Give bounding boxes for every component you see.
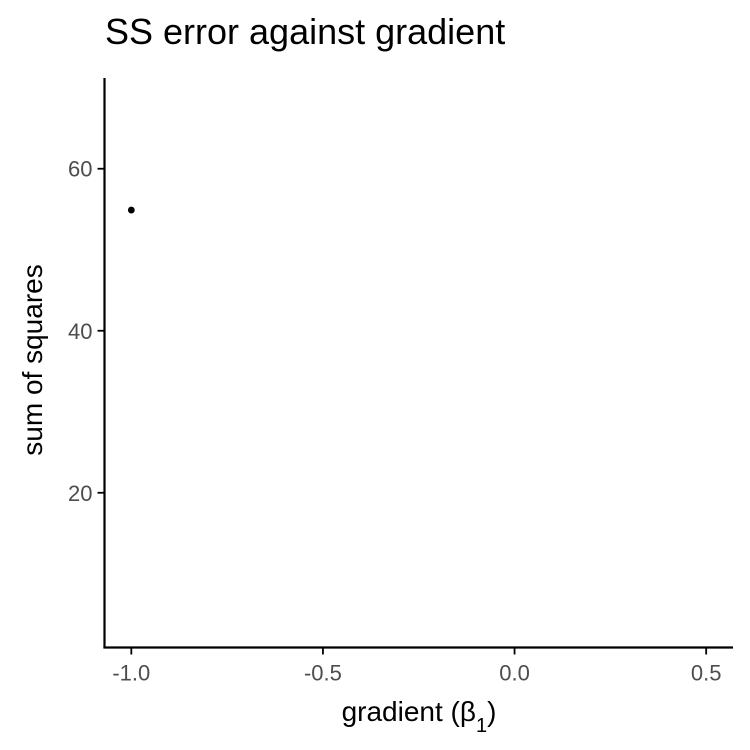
y-tick-label: 60 bbox=[68, 157, 92, 182]
x-tick-label: 0.0 bbox=[499, 661, 530, 686]
y-tick-label: 20 bbox=[68, 481, 92, 506]
data-point bbox=[127, 206, 135, 214]
y-tick-label: 40 bbox=[68, 319, 92, 344]
y-axis-title: sum of squares bbox=[17, 264, 48, 455]
chart-title: SS error against gradient bbox=[105, 11, 505, 52]
x-tick-label: -1.0 bbox=[112, 661, 150, 686]
x-tick-label: -0.5 bbox=[304, 661, 342, 686]
x-tick-label: 0.5 bbox=[691, 661, 722, 686]
x-axis-title: gradient (β1) bbox=[342, 696, 497, 737]
